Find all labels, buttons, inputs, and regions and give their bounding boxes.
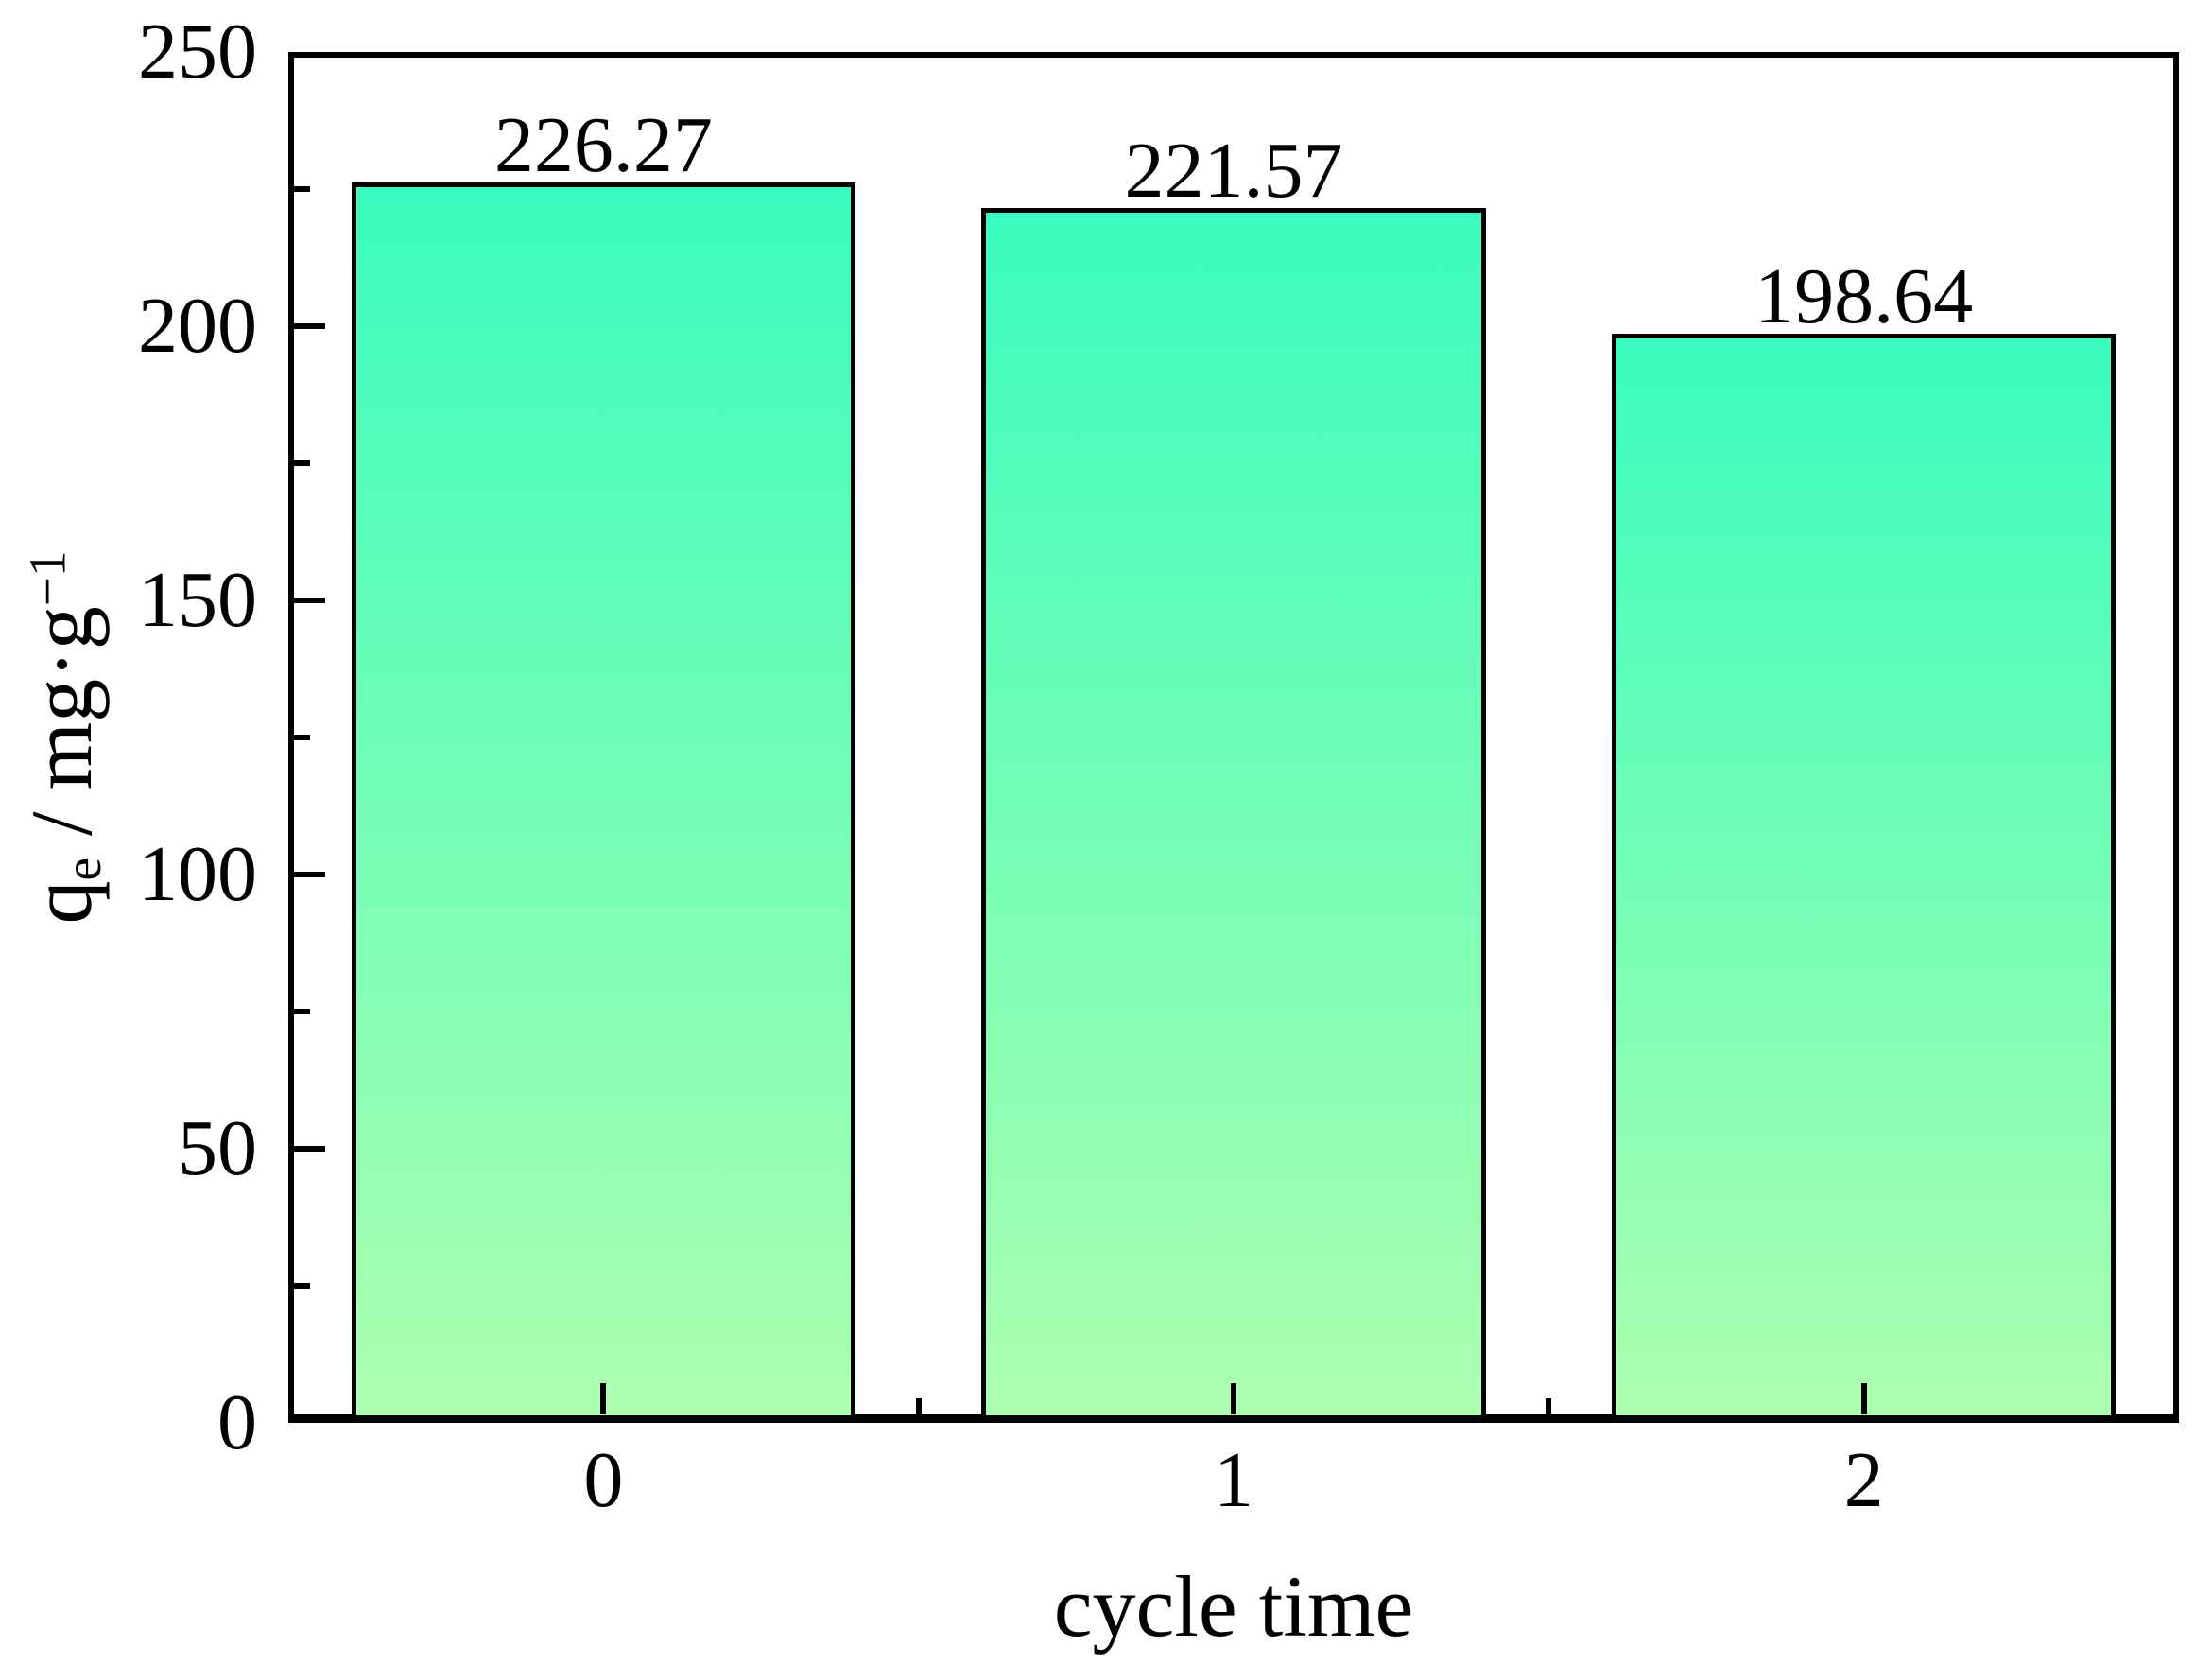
y-axis-major-tick <box>294 872 325 877</box>
bar <box>351 182 855 1420</box>
x-tick-label: 2 <box>1843 1436 1884 1524</box>
bar-value-label: 198.64 <box>1754 251 1974 340</box>
x-axis-major-tick <box>1231 1383 1236 1414</box>
bar <box>1612 333 2117 1420</box>
x-axis-minor-tick <box>1546 1398 1552 1414</box>
y-axis-major-tick <box>294 598 325 603</box>
y-axis-minor-tick <box>294 186 310 192</box>
y-title-exponent: −1 <box>18 550 77 607</box>
y-axis-major-tick <box>294 1146 325 1152</box>
y-title-symbol: q <box>13 880 110 925</box>
y-tick-label: 100 <box>138 830 257 918</box>
y-axis-minor-tick <box>294 735 310 740</box>
x-axis-major-tick <box>600 1383 607 1414</box>
y-tick-label: 150 <box>138 556 257 644</box>
y-axis-major-tick <box>294 323 325 329</box>
bar-value-label: 221.57 <box>1124 126 1343 215</box>
y-axis-title: qe / mg·g−1 <box>13 550 112 925</box>
y-title-subscript: e <box>53 857 112 881</box>
x-tick-label: 0 <box>583 1436 624 1524</box>
x-axis-major-tick <box>1860 1383 1867 1414</box>
y-title-unit: / mg·g <box>13 606 110 858</box>
y-axis-minor-tick <box>294 460 310 466</box>
y-tick-label: 200 <box>138 282 257 370</box>
bar <box>981 207 1486 1420</box>
bar-value-label: 226.27 <box>493 100 713 189</box>
y-tick-label: 50 <box>178 1104 257 1192</box>
y-axis-minor-tick <box>294 1283 310 1289</box>
x-tick-label: 1 <box>1214 1436 1253 1524</box>
y-axis-minor-tick <box>294 1009 310 1014</box>
x-axis-minor-tick <box>915 1398 922 1414</box>
y-tick-label: 250 <box>138 8 257 95</box>
x-axis-title: cycle time <box>1053 1558 1414 1655</box>
y-tick-label: 0 <box>217 1378 257 1466</box>
